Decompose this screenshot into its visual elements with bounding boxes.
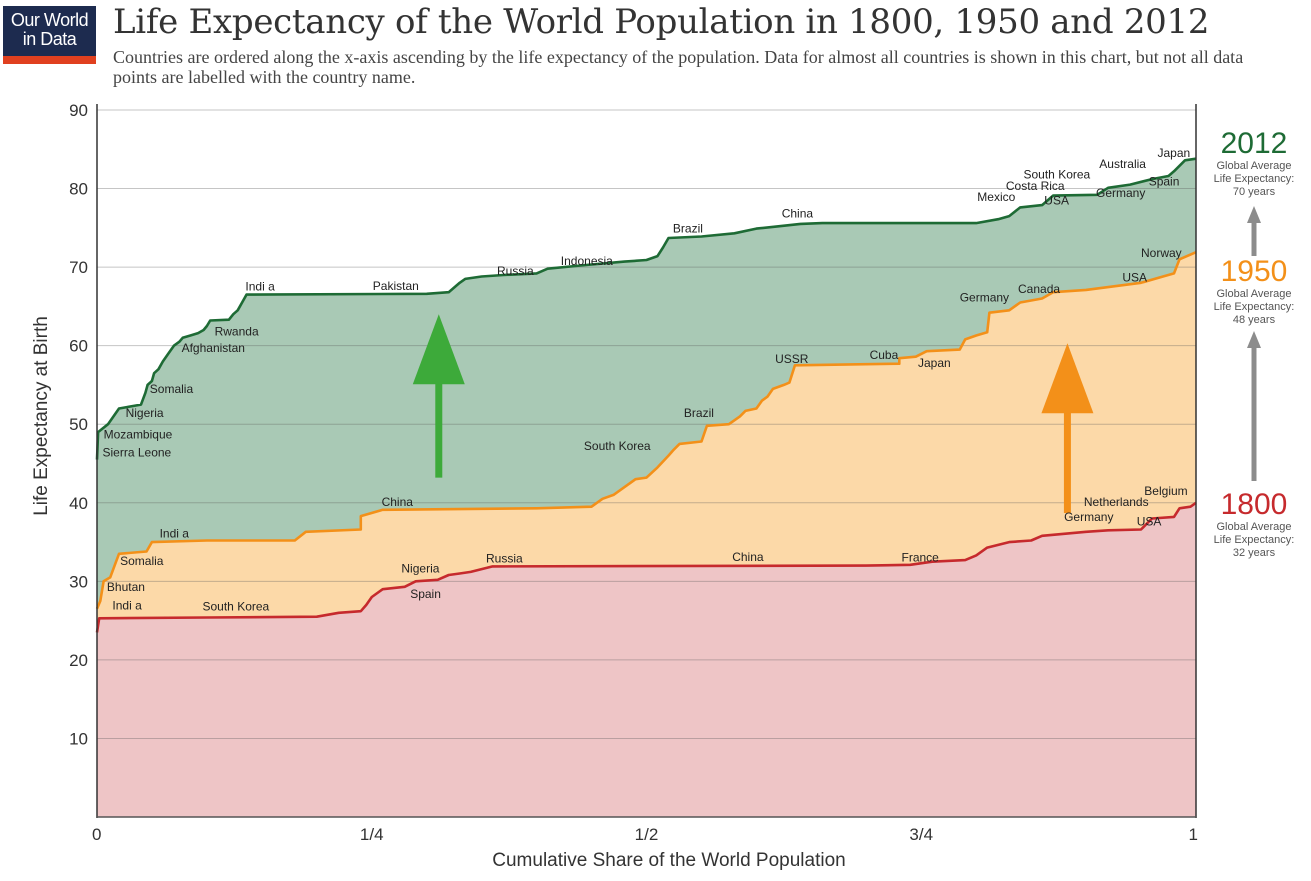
- side-arrow-shaft: [1251, 345, 1257, 481]
- country-label: Spain: [410, 587, 441, 601]
- y-tick-label: 60: [69, 337, 88, 356]
- logo-line-1: Our World: [10, 10, 89, 30]
- country-label: Somalia: [120, 554, 164, 568]
- improvement-arrow-orange-head: [1041, 343, 1094, 414]
- country-label: Indi a: [245, 280, 275, 294]
- x-tick-label: 3/4: [909, 825, 933, 844]
- country-label: Germany: [1096, 186, 1145, 200]
- country-label: China: [732, 550, 764, 564]
- country-label: Spain: [1149, 174, 1180, 188]
- series-lines: [95, 157, 1197, 633]
- country-label: Netherlands: [1084, 495, 1149, 509]
- x-tick-label: 0: [92, 825, 101, 844]
- y-tick-label: 20: [69, 651, 88, 670]
- side-caption-line: 70 years: [1233, 186, 1276, 198]
- country-label: Brazil: [684, 406, 714, 420]
- logo-accent-bar: [3, 56, 96, 64]
- x-axis-title: Cumulative Share of the World Population: [492, 850, 845, 871]
- area-layer: [97, 158, 1196, 817]
- country-label: China: [782, 207, 814, 221]
- country-labels: Mozambique Sierra Leone Nigeria Somalia Afgh…: [103, 146, 1191, 613]
- side-caption-line: Global Average: [1216, 521, 1291, 533]
- country-label: Japan: [918, 356, 951, 370]
- y-tick-label: 80: [69, 180, 88, 199]
- country-label: France: [902, 551, 940, 565]
- owid-logo[interactable]: Our World in Data: [3, 6, 96, 64]
- side-year-1800: 1800: [1221, 488, 1288, 521]
- improvement-arrow-green-shaft: [435, 382, 443, 478]
- country-label: Pakistan: [373, 279, 419, 293]
- improvement-arrow-green-head: [412, 314, 465, 385]
- country-label: Afghanistan: [182, 341, 245, 355]
- country-label: USA: [1122, 270, 1147, 284]
- side-year-1950: 1950: [1221, 255, 1288, 288]
- country-label: Mozambique: [104, 427, 173, 441]
- y-tick-label: 40: [69, 494, 88, 513]
- y-tick-label: 90: [69, 101, 88, 120]
- side-arrow-head: [1247, 206, 1261, 223]
- country-label: Nigeria: [126, 406, 164, 420]
- chart-title: Life Expectancy of the World Population …: [113, 2, 1210, 42]
- y-tick-label: 30: [69, 572, 88, 591]
- country-label: South Korea: [203, 599, 270, 613]
- side-year-2012: 2012: [1221, 127, 1288, 160]
- country-label: Indonesia: [561, 254, 613, 268]
- country-label: Russia: [486, 552, 523, 566]
- y-tick-label: 10: [69, 729, 88, 748]
- country-label: USA: [1137, 515, 1162, 529]
- x-tick-label: 1: [1189, 825, 1198, 844]
- country-label: Germany: [960, 291, 1009, 305]
- side-caption-line: 32 years: [1233, 547, 1276, 559]
- country-label: China: [382, 495, 414, 509]
- line-1950: [95, 251, 1197, 610]
- country-label: Costa Rica: [1006, 179, 1065, 193]
- arrow-layer: [412, 314, 1094, 513]
- country-label: Norway: [1141, 246, 1182, 260]
- country-label: USSR: [775, 352, 809, 366]
- country-label: Somalia: [150, 382, 194, 396]
- country-label: Nigeria: [401, 562, 439, 576]
- country-label: Russia: [497, 264, 534, 278]
- side-caption-line: Global Average: [1216, 288, 1291, 300]
- country-label: Bhutan: [107, 580, 145, 594]
- side-caption-line: 48 years: [1233, 314, 1276, 326]
- side-caption-line: Life Expectancy:: [1214, 173, 1295, 185]
- country-label: South Korea: [1024, 167, 1091, 181]
- gridlines: [97, 109, 1196, 739]
- country-label: Belgium: [1144, 484, 1187, 498]
- line-2012: [95, 157, 1197, 460]
- logo-line-2: in Data: [22, 29, 77, 49]
- side-caption-line: Life Expectancy:: [1214, 534, 1295, 546]
- x-tick-label: 1/4: [360, 825, 384, 844]
- country-label: South Korea: [584, 439, 651, 453]
- side-caption-line: Life Expectancy:: [1214, 301, 1295, 313]
- country-label: Cuba: [870, 348, 899, 362]
- improvement-arrow-orange-shaft: [1063, 411, 1071, 513]
- country-label: Brazil: [673, 222, 703, 236]
- side-arrow-shaft: [1251, 220, 1257, 256]
- y-tick-label: 70: [69, 258, 88, 277]
- country-label: Sierra Leone: [103, 445, 172, 459]
- country-label: Canada: [1018, 282, 1060, 296]
- side-caption-line: Global Average: [1216, 160, 1291, 172]
- country-label: USA: [1044, 193, 1069, 207]
- country-label: Indi a: [112, 599, 142, 613]
- y-axis-title: Life Expectancy at Birth: [31, 316, 52, 516]
- x-tick-label: 1/2: [635, 825, 659, 844]
- country-label: Indi a: [160, 526, 190, 540]
- country-label: Germany: [1064, 510, 1113, 524]
- axes: 10 20 30 40 50 60 70 80 90 0 1/4 1/2 3/4 1 Cumulative …: [31, 101, 1198, 871]
- line-1800: [95, 501, 1197, 633]
- area-1800: [97, 502, 1196, 817]
- chart-subtitle: Countries are ordered along the x-axis a…: [113, 47, 1244, 87]
- side-arrow-head: [1247, 331, 1261, 348]
- y-tick-label: 50: [69, 415, 88, 434]
- country-label: Mexico: [977, 190, 1015, 204]
- country-label: Japan: [1158, 146, 1191, 160]
- country-label: Rwanda: [215, 325, 259, 339]
- country-label: Australia: [1099, 157, 1146, 171]
